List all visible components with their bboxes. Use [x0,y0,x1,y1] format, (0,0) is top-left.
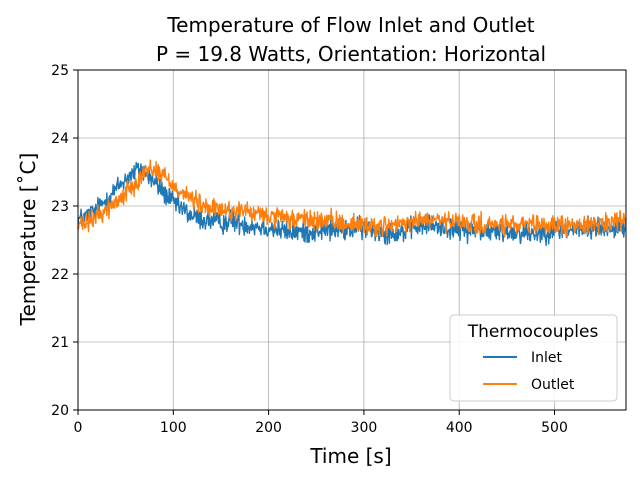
chart-subtitle: P = 19.8 Watts, Orientation: Horizontal [156,42,546,66]
y-tick-label: 25 [51,63,69,79]
legend-label-outlet: Outlet [531,377,575,393]
y-tick-label: 24 [51,131,69,147]
y-tick-label: 21 [51,335,69,351]
x-tick-label: 500 [541,420,568,436]
chart-title: Temperature of Flow Inlet and Outlet [166,13,534,37]
x-tick-label: 400 [446,420,473,436]
axes-frame [77,69,627,411]
y-tick-label: 22 [51,267,69,283]
legend-frame [449,314,618,402]
legend: Thermocouples Inlet Outlet [449,314,618,402]
legend-title: Thermocouples [467,322,599,342]
y-tick-label: 20 [51,403,69,419]
plot-area: 0 100 200 300 400 500 20 21 22 23 24 25 [51,63,627,436]
x-axis-label: Time [s] [309,444,391,468]
y-axis-label: Temperature [˚C] [16,153,40,327]
x-tick-label: 200 [255,420,282,436]
x-tick-label: 0 [74,420,83,436]
y-tick-label: 23 [51,199,69,215]
legend-label-inlet: Inlet [531,350,563,366]
x-tick-label: 300 [351,420,378,436]
x-tick-label: 100 [160,420,187,436]
series-line-outlet [77,159,627,239]
